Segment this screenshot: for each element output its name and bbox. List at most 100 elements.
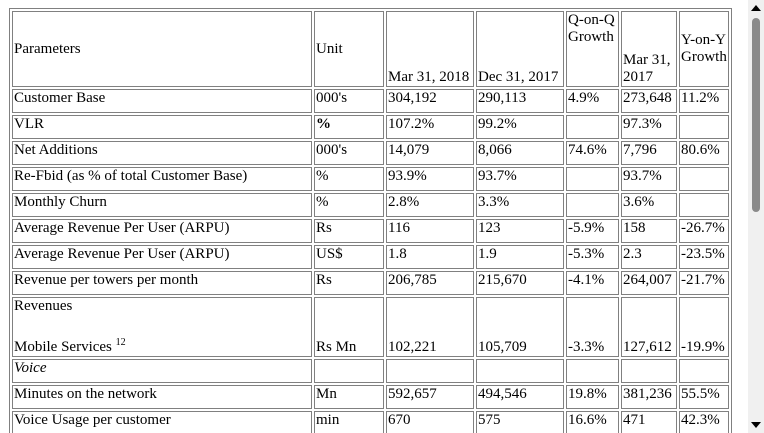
empty-cell <box>314 359 384 383</box>
unit-cell: Rs <box>314 271 384 295</box>
scrollbar-thumb[interactable] <box>752 18 760 212</box>
document-viewport: Parameters Unit Mar 31, 2018 Dec 31, 201… <box>9 8 732 433</box>
value-cell: 273,648 <box>621 89 677 113</box>
param-cell: VLR <box>12 115 312 139</box>
unit-cell: % <box>314 193 384 217</box>
unit-cell: % <box>314 167 384 191</box>
value-cell: 116 <box>386 219 474 243</box>
value-cell: 1.9 <box>476 245 564 269</box>
table-row: Net Additions 000's 14,079 8,066 74.6% 7… <box>12 141 729 165</box>
value-cell: 2.3 <box>621 245 677 269</box>
unit-cell: Rs Mn <box>314 297 384 357</box>
empty-cell <box>566 359 619 383</box>
value-cell: 19.8% <box>566 385 619 409</box>
table-row: Customer Base 000's 304,192 290,113 4.9%… <box>12 89 729 113</box>
table-row: Revenue per towers per month Rs 206,785 … <box>12 271 729 295</box>
value-cell <box>566 193 619 217</box>
scroll-down-button[interactable] <box>748 417 764 433</box>
value-cell: 97.3% <box>621 115 677 139</box>
header-unit: Unit <box>314 11 384 87</box>
value-cell: 55.5% <box>679 385 729 409</box>
value-cell: 158 <box>621 219 677 243</box>
param-cell: Net Additions <box>12 141 312 165</box>
value-cell: 2.8% <box>386 193 474 217</box>
header-y-on-y-growth-label: Y-on-Y Growth <box>681 32 727 65</box>
value-cell: 1.8 <box>386 245 474 269</box>
section-row-voice: Voice <box>12 359 729 383</box>
table-row: Re-Fbid (as % of total Customer Base) % … <box>12 167 729 191</box>
value-cell: 102,221 <box>386 297 474 357</box>
param-cell: Voice Usage per customer <box>12 411 312 433</box>
value-cell: -4.1% <box>566 271 619 295</box>
value-cell: -23.5% <box>679 245 729 269</box>
empty-cell <box>386 359 474 383</box>
footnote-marker: 12 <box>115 337 126 348</box>
value-cell: 8,066 <box>476 141 564 165</box>
unit-cell: Mn <box>314 385 384 409</box>
value-cell: 206,785 <box>386 271 474 295</box>
arrow-down-icon <box>751 422 761 428</box>
header-parameters: Parameters <box>12 11 312 87</box>
value-cell: 304,192 <box>386 89 474 113</box>
param-cell: Monthly Churn <box>12 193 312 217</box>
value-cell: 7,796 <box>621 141 677 165</box>
unit-cell: 000's <box>314 141 384 165</box>
value-cell: 3.6% <box>621 193 677 217</box>
value-cell: 93.9% <box>386 167 474 191</box>
table-row: Average Revenue Per User (ARPU) US$ 1.8 … <box>12 245 729 269</box>
revenues-row: Revenues Mobile Services 12 Rs Mn 102,22… <box>12 297 729 357</box>
value-cell: 215,670 <box>476 271 564 295</box>
table-row: Average Revenue Per User (ARPU) Rs 116 1… <box>12 219 729 243</box>
unit-cell: % <box>314 115 384 139</box>
value-cell: 107.2% <box>386 115 474 139</box>
unit-cell: 000's <box>314 89 384 113</box>
revenues-heading: Revenues <box>14 298 73 314</box>
arrow-up-icon <box>751 5 761 11</box>
header-q-on-q-growth-label: Q-on-Q Growth <box>568 12 615 45</box>
value-cell: 16.6% <box>566 411 619 433</box>
param-cell: Minutes on the network <box>12 385 312 409</box>
value-cell: -3.3% <box>566 297 619 357</box>
value-cell: 670 <box>386 411 474 433</box>
value-cell: 127,612 <box>621 297 677 357</box>
table-row: VLR % 107.2% 99.2% 97.3% <box>12 115 729 139</box>
param-cell: Average Revenue Per User (ARPU) <box>12 245 312 269</box>
value-cell: 11.2% <box>679 89 729 113</box>
value-cell: -5.3% <box>566 245 619 269</box>
value-cell: 93.7% <box>621 167 677 191</box>
value-cell <box>566 167 619 191</box>
value-cell: 381,236 <box>621 385 677 409</box>
unit-cell: min <box>314 411 384 433</box>
empty-cell <box>679 359 729 383</box>
header-y-on-y-growth: Y-on-Y Growth <box>679 11 729 87</box>
value-cell: 494,546 <box>476 385 564 409</box>
value-cell: 264,007 <box>621 271 677 295</box>
value-cell: 3.3% <box>476 193 564 217</box>
value-cell: 74.6% <box>566 141 619 165</box>
value-cell: 471 <box>621 411 677 433</box>
header-q-on-q-growth: Q-on-Q Growth <box>566 11 619 87</box>
value-cell: 290,113 <box>476 89 564 113</box>
scroll-up-button[interactable] <box>748 0 764 16</box>
value-cell <box>566 115 619 139</box>
value-cell <box>679 115 729 139</box>
value-cell: 123 <box>476 219 564 243</box>
param-cell: Re-Fbid (as % of total Customer Base) <box>12 167 312 191</box>
value-cell: -19.9% <box>679 297 729 357</box>
header-mar-2018: Mar 31, 2018 <box>386 11 474 87</box>
table-row: Voice Usage per customer min 670 575 16.… <box>12 411 729 433</box>
empty-cell <box>621 359 677 383</box>
table-row: Minutes on the network Mn 592,657 494,54… <box>12 385 729 409</box>
value-cell <box>679 193 729 217</box>
value-cell: 42.3% <box>679 411 729 433</box>
value-cell: 99.2% <box>476 115 564 139</box>
mobile-services-text: Mobile Services <box>14 339 112 355</box>
value-cell: -5.9% <box>566 219 619 243</box>
header-mar-2017: Mar 31, 2017 <box>621 11 677 87</box>
vertical-scrollbar[interactable] <box>748 0 764 433</box>
unit-cell: US$ <box>314 245 384 269</box>
value-cell: -21.7% <box>679 271 729 295</box>
value-cell: 14,079 <box>386 141 474 165</box>
param-cell: Revenue per towers per month <box>12 271 312 295</box>
param-cell: Average Revenue Per User (ARPU) <box>12 219 312 243</box>
